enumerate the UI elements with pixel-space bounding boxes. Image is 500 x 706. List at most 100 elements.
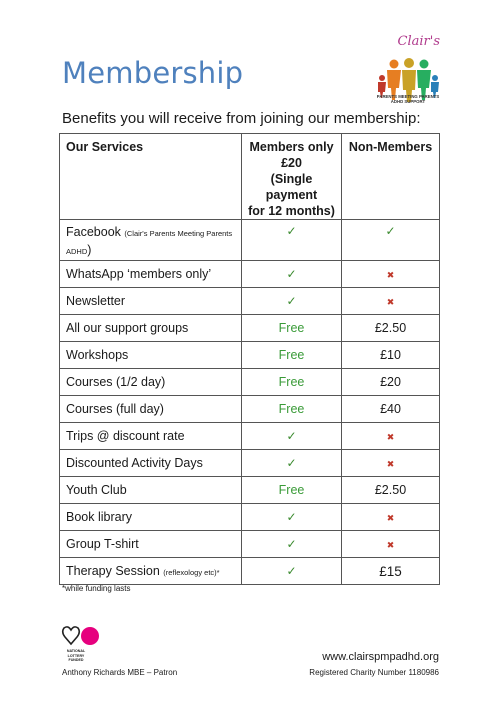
service-name: Facebook: [66, 225, 121, 239]
non-members-cell: ✖: [341, 260, 440, 288]
check-icon: ✓: [286, 294, 297, 308]
members-cell: ✓: [241, 219, 342, 261]
service-note-close: ): [87, 243, 92, 257]
lottery-caption: NATIONAL LOTTERY FUNDED: [60, 649, 92, 663]
non-members-cell: ✖: [341, 503, 440, 531]
header-members-line: for 12 months): [248, 204, 335, 218]
service-cell: Group T-shirt: [59, 530, 242, 558]
charity-number: Registered Charity Number 1180986: [309, 668, 439, 677]
check-icon: ✓: [286, 456, 297, 470]
members-cell: ✓: [241, 449, 342, 477]
header-members-only: Members only £20 (Single payment for 12 …: [241, 133, 342, 220]
service-name: Workshops: [66, 348, 129, 362]
members-cell: ✓: [241, 530, 342, 558]
table-row: Book library ✓ ✖: [59, 503, 440, 531]
members-value: Free: [278, 321, 305, 335]
table-row: Therapy Session (reflexology etc)* ✓ £15: [59, 557, 440, 585]
non-members-cell: £2.50: [341, 476, 440, 504]
table-row: Courses (full day) Free £40: [59, 395, 440, 423]
lottery-caption-line: NATIONAL: [66, 649, 86, 653]
check-icon: ✓: [286, 267, 297, 281]
service-cell: Book library: [59, 503, 242, 531]
non-members-cell: £15: [341, 557, 440, 585]
non-members-value: £40: [380, 402, 401, 416]
non-members-cell: £2.50: [341, 314, 440, 342]
non-members-cell: ✖: [341, 287, 440, 315]
non-members-cell: ✖: [341, 449, 440, 477]
non-members-value: £15: [379, 563, 402, 579]
check-icon: ✓: [286, 224, 297, 238]
table-header-row: Our Services Members only £20 (Single pa…: [59, 133, 440, 220]
members-value: Free: [278, 375, 305, 389]
website-url: www.clairspmpadhd.org: [322, 651, 439, 663]
service-name: Book library: [66, 510, 132, 524]
cross-icon: ✖: [386, 540, 395, 550]
service-cell: Discounted Activity Days: [59, 449, 242, 477]
check-icon: ✓: [286, 510, 297, 524]
service-cell: Facebook (Clair's Parents Meeting Parent…: [59, 219, 242, 261]
non-members-value: £2.50: [374, 321, 407, 335]
table-row: Courses (1/2 day) Free £20: [59, 368, 440, 396]
table-row: Workshops Free £10: [59, 341, 440, 369]
table-row: Youth Club Free £2.50: [59, 476, 440, 504]
members-cell: ✓: [241, 287, 342, 315]
cross-icon: ✖: [386, 513, 395, 523]
members-cell: Free: [241, 314, 342, 342]
lottery-caption-line: LOTTERY FUNDED: [67, 653, 85, 663]
service-name: Courses (full day): [66, 402, 164, 416]
logo-caption-line: PARENTS MEETING PARENTS: [376, 94, 440, 99]
non-members-cell: ✖: [341, 530, 440, 558]
footnote: *while funding lasts: [62, 584, 131, 593]
table-row: Group T-shirt ✓ ✖: [59, 530, 440, 558]
family-logo-icon: [378, 58, 439, 102]
logo-name: Clair's: [397, 34, 440, 49]
header-our-services: Our Services: [59, 133, 242, 220]
cross-icon: ✖: [386, 432, 395, 442]
members-cell: ✓: [241, 503, 342, 531]
members-value: Free: [278, 402, 305, 416]
non-members-value: £10: [380, 348, 401, 362]
page-title: Membership: [62, 56, 244, 90]
check-icon: ✓: [286, 564, 297, 578]
national-lottery-logo-icon: [61, 626, 99, 646]
members-cell: Free: [241, 395, 342, 423]
table-row: WhatsApp ‘members only’ ✓ ✖: [59, 260, 440, 288]
service-name: Group T-shirt: [66, 537, 139, 551]
service-cell: All our support groups: [59, 314, 242, 342]
non-members-cell: £20: [341, 368, 440, 396]
service-name: Therapy Session: [66, 564, 160, 578]
non-members-value: £20: [380, 375, 401, 389]
service-cell: WhatsApp ‘members only’: [59, 260, 242, 288]
table-row: Trips @ discount rate ✓ ✖: [59, 422, 440, 450]
service-cell: Workshops: [59, 341, 242, 369]
header-members-line: Members only: [249, 140, 334, 154]
service-name: All our support groups: [66, 321, 189, 335]
members-cell: ✓: [241, 557, 342, 585]
service-cell: Youth Club: [59, 476, 242, 504]
services-table: Our Services Members only £20 (Single pa…: [59, 133, 440, 585]
header-non-members: Non-Members: [341, 133, 440, 220]
service-note: (reflexology etc)*: [163, 568, 220, 577]
service-name: Newsletter: [66, 294, 126, 308]
service-cell: Courses (1/2 day): [59, 368, 242, 396]
check-icon: ✓: [286, 429, 297, 443]
table-row: All our support groups Free £2.50: [59, 314, 440, 342]
members-cell: ✓: [241, 422, 342, 450]
service-name: Trips @ discount rate: [66, 429, 185, 443]
members-cell: Free: [241, 476, 342, 504]
service-cell: Trips @ discount rate: [59, 422, 242, 450]
logo-caption-line: ADHD SUPPORT: [390, 99, 426, 104]
cross-icon: ✖: [386, 270, 395, 280]
non-members-cell: £10: [341, 341, 440, 369]
service-cell: Courses (full day): [59, 395, 242, 423]
members-cell: Free: [241, 341, 342, 369]
table-row: Facebook (Clair's Parents Meeting Parent…: [59, 219, 440, 261]
service-name: Youth Club: [66, 483, 127, 497]
cross-icon: ✖: [386, 459, 395, 469]
members-cell: ✓: [241, 260, 342, 288]
service-name: WhatsApp ‘members only’: [66, 267, 212, 281]
members-cell: Free: [241, 368, 342, 396]
header-members-line: (Single payment: [265, 172, 318, 202]
non-members-cell: £40: [341, 395, 440, 423]
non-members-cell: ✓: [341, 219, 440, 261]
